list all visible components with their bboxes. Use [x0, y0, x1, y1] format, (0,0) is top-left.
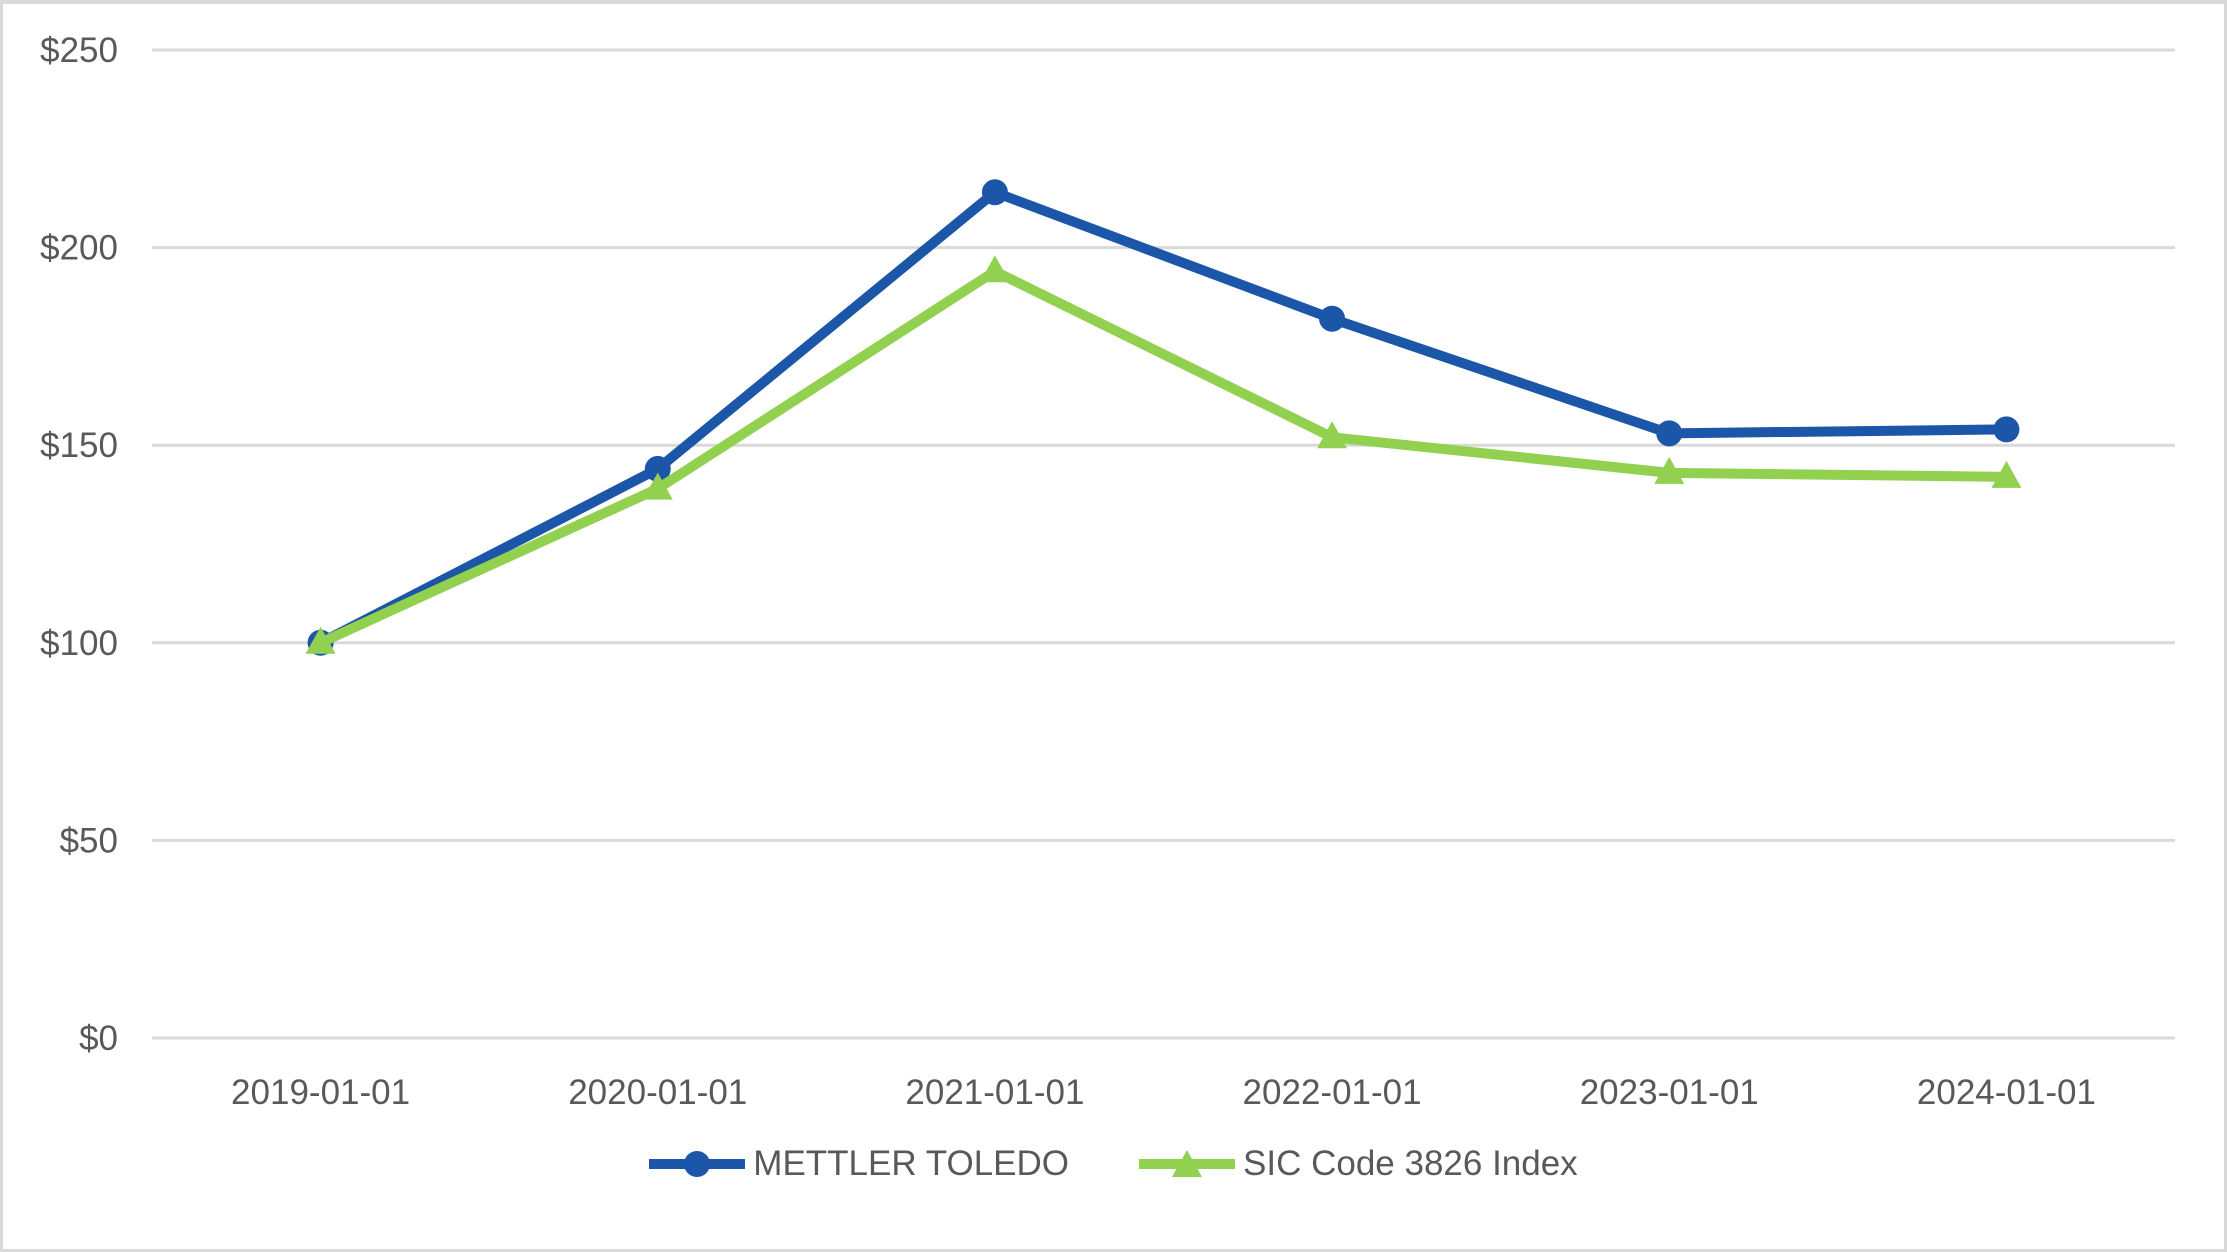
- data-point-circle-icon: [644, 455, 671, 482]
- data-point-triangle-icon: [305, 626, 336, 654]
- x-axis-labels: 2019-01-01 2020-01-01 2021-01-01 2022-01-01…: [231, 1073, 2096, 1112]
- legend-line-triangle-icon: [1139, 1150, 1236, 1177]
- data-point-circle-icon: [1656, 420, 1683, 447]
- x-tick-label: 2024-01-01: [1917, 1073, 2096, 1112]
- legend-item-sic-code-3826-index: SIC Code 3826 Index: [1139, 1144, 1578, 1184]
- legend-item-mettler-toledo: METTLER TOLEDO: [649, 1144, 1069, 1184]
- legend-label-mettler-toledo: METTLER TOLEDO: [753, 1144, 1070, 1183]
- series-sic-code-3826-index: [305, 255, 2022, 654]
- data-point-triangle-icon: [1991, 460, 2022, 488]
- legend-line-circle-icon: [649, 1151, 746, 1177]
- y-axis-labels: $250 $200 $150 $100 $50 $0: [40, 31, 118, 1058]
- gridlines: [152, 48, 2175, 1040]
- y-tick-label: $250: [40, 31, 118, 70]
- y-tick-label: $100: [40, 624, 118, 663]
- chart-legend: METTLER TOLEDO SIC Code 3826 Index: [0, 1144, 2227, 1184]
- data-point-circle-icon: [1993, 416, 2020, 443]
- y-tick-label: $50: [60, 821, 118, 860]
- data-point-circle-icon: [981, 179, 1008, 206]
- data-point-triangle-icon: [979, 255, 1010, 283]
- x-tick-label: 2022-01-01: [1243, 1073, 1422, 1112]
- x-tick-label: 2020-01-01: [568, 1073, 747, 1112]
- series-line: [315, 266, 2012, 648]
- x-tick-label: 2023-01-01: [1580, 1073, 1759, 1112]
- x-tick-label: 2019-01-01: [231, 1073, 410, 1112]
- y-tick-label: $150: [40, 426, 118, 465]
- legend-label-sic-code-3826-index: SIC Code 3826 Index: [1243, 1144, 1578, 1183]
- data-point-triangle-icon: [1317, 421, 1348, 449]
- y-tick-label: $0: [79, 1019, 118, 1058]
- data-point-triangle-icon: [1654, 456, 1685, 484]
- data-point-triangle-icon: [642, 472, 673, 500]
- x-tick-label: 2021-01-01: [905, 1073, 1084, 1112]
- y-tick-label: $200: [40, 229, 118, 268]
- series-line: [315, 187, 2012, 648]
- data-point-circle-icon: [1319, 305, 1346, 332]
- series-mettler-toledo: [307, 179, 2020, 656]
